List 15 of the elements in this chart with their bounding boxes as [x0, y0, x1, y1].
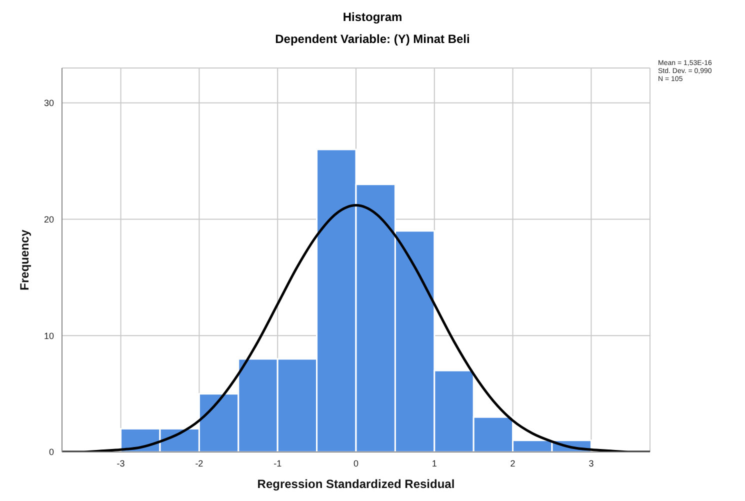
- y-tick-label: 20: [44, 214, 54, 224]
- chart-subtitle: Dependent Variable: (Y) Minat Beli: [274, 32, 471, 46]
- y-axis-title: Frequency: [17, 229, 32, 290]
- x-tick-label: 2: [510, 458, 516, 468]
- y-tick-label: 30: [44, 98, 54, 108]
- x-tick-label: -1: [274, 458, 282, 468]
- x-tick-label: -3: [116, 458, 125, 468]
- y-tick-label: 10: [44, 330, 54, 341]
- x-axis-title: Regression Standardized Residual: [257, 477, 455, 491]
- x-tick-label: 1: [432, 458, 437, 468]
- chart-title: Histogram: [342, 10, 404, 24]
- x-tick-label: -2: [195, 458, 204, 468]
- x-tick-label: 0: [353, 458, 359, 468]
- x-tick-label: 3: [588, 458, 594, 468]
- y-tick-label: 0: [48, 447, 54, 458]
